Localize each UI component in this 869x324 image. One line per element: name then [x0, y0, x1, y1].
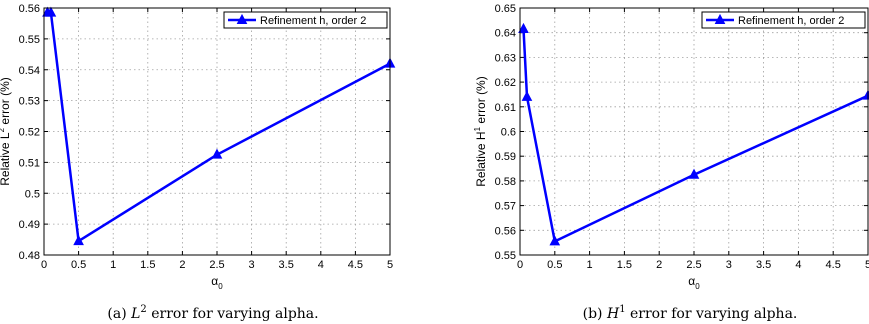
- x-tick-label: 3.5: [279, 259, 294, 271]
- y-tick-label: 0.52: [19, 127, 40, 139]
- y-tick-label: 0.63: [495, 52, 516, 64]
- legend-box: [701, 11, 866, 29]
- y-tick-label: 0.55: [495, 250, 516, 262]
- legend: Refinement h, order 2: [223, 11, 388, 29]
- data-point-marker: [688, 168, 700, 179]
- data-point-marker: [45, 6, 57, 17]
- y-tick-label: 0.61: [495, 102, 516, 114]
- y-tick-label: 0.64: [495, 28, 516, 40]
- x-tick-label: 3: [726, 259, 732, 271]
- axes-frame: [43, 7, 391, 256]
- y-axis-label: Relative H1 error (%): [473, 76, 488, 186]
- grid: [520, 8, 868, 255]
- grid: [44, 8, 390, 255]
- x-tick-label: 4.5: [826, 259, 841, 271]
- y-tick-label: 0.6: [501, 127, 516, 139]
- x-tick-label: 1.5: [617, 259, 632, 271]
- x-tick-label: 2: [656, 259, 662, 271]
- legend-label: Refinement h, order 2: [260, 15, 366, 27]
- figure-caption: (a) L2 error for varying alpha.: [107, 304, 318, 322]
- x-tick-label: 0: [517, 259, 523, 271]
- x-tick-label: 1: [110, 259, 116, 271]
- x-tick-label: 0.5: [71, 259, 86, 271]
- x-tick-label: 2: [179, 259, 185, 271]
- y-tick-label: 0.53: [19, 96, 40, 108]
- y-tick-label: 0.55: [19, 34, 40, 46]
- legend-label: Refinement h, order 2: [738, 15, 844, 27]
- y-tick-label: 0.54: [19, 65, 40, 77]
- y-tick-label: 0.58: [495, 176, 516, 188]
- y-tick-label: 0.56: [19, 3, 40, 15]
- y-tick-label: 0.5: [25, 188, 40, 200]
- y-tick-label: 0.57: [495, 201, 516, 213]
- figure-caption: (b) H1 error for varying alpha.: [583, 304, 798, 322]
- x-tick-label: 1: [587, 259, 593, 271]
- legend-box: [223, 11, 388, 29]
- x-tick-label: 3.5: [756, 259, 771, 271]
- x-tick-label: 0.5: [547, 259, 562, 271]
- x-axis-label: α0: [211, 274, 223, 291]
- data-point-marker: [521, 90, 533, 101]
- y-tick-label: 0.48: [19, 250, 40, 262]
- data-point-marker: [518, 22, 529, 33]
- y-tick-label: 0.65: [495, 3, 516, 15]
- x-tick-label: 3: [249, 259, 255, 271]
- x-tick-label: 5: [387, 259, 393, 271]
- axes-frame: [519, 7, 869, 256]
- x-tick-label: 4: [795, 259, 801, 271]
- x-tick-label: 0: [41, 259, 47, 271]
- y-tick-label: 0.56: [495, 225, 516, 237]
- data-point-marker: [73, 235, 84, 246]
- y-tick-label: 0.62: [495, 77, 516, 89]
- x-tick-label: 2.5: [686, 259, 701, 271]
- chart-a: 0 0.5 1 1.5 2 2.5 3 3.5 4 4.5 50.480.490.50.510.52…: [0, 3, 396, 322]
- y-tick-label: 0.51: [19, 157, 40, 169]
- data-point-marker: [211, 148, 223, 159]
- legend: Refinement h, order 2: [701, 11, 866, 29]
- x-tick-label: 4: [318, 259, 324, 271]
- x-axis-label: α0: [688, 274, 700, 291]
- x-tick-label: 5: [865, 259, 869, 271]
- legend-marker: [236, 13, 248, 24]
- y-tick-label: 0.49: [19, 219, 40, 231]
- y-tick-label: 0.59: [495, 151, 516, 163]
- y-axis-label: Relative L2 error (%): [0, 77, 12, 186]
- x-tick-label: 2.5: [209, 259, 224, 271]
- x-tick-label: 1.5: [140, 259, 155, 271]
- chart-b: 0 0.5 1 1.5 2 2.5 3 3.5 4 4.5 5 0.55 0.56 0.57 0.58 0.5…: [473, 3, 869, 322]
- legend-marker: [714, 13, 726, 24]
- data-point-marker: [549, 235, 561, 246]
- x-tick-label: 4.5: [348, 259, 363, 271]
